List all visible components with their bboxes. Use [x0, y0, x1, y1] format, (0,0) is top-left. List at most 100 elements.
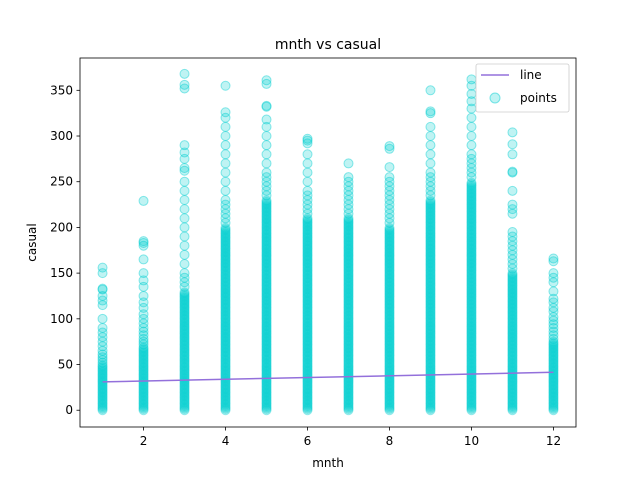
scatter-point — [220, 317, 231, 328]
scatter-point — [466, 361, 477, 372]
scatter-point — [261, 273, 272, 284]
scatter-point — [179, 392, 190, 403]
scatter-point — [220, 254, 231, 265]
scatter-point — [179, 401, 190, 412]
scatter-point — [466, 333, 477, 344]
scatter-point — [302, 383, 313, 394]
scatter-point — [548, 336, 559, 347]
scatter-point — [343, 384, 354, 395]
scatter-point — [384, 336, 395, 347]
scatter-point — [425, 273, 436, 284]
scatter-point — [507, 231, 518, 242]
scatter-point — [507, 199, 518, 210]
scatter-point — [261, 195, 272, 206]
scatter-point — [261, 190, 272, 201]
scatter-point — [302, 366, 313, 377]
scatter-point — [261, 266, 272, 277]
scatter-point — [466, 185, 477, 196]
scatter-point — [179, 368, 190, 379]
scatter-point — [343, 377, 354, 388]
scatter-point — [261, 403, 272, 414]
scatter-point — [179, 354, 190, 365]
scatter-point — [220, 251, 231, 262]
scatter-point — [507, 276, 518, 287]
scatter-point — [343, 255, 354, 266]
scatter-point — [261, 254, 272, 265]
scatter-point — [220, 121, 231, 132]
scatter-point — [179, 309, 190, 320]
scatter-point — [548, 349, 559, 360]
scatter-point — [261, 240, 272, 251]
scatter-point — [343, 342, 354, 353]
scatter-point — [507, 314, 518, 325]
scatter-point — [425, 209, 436, 220]
scatter-point — [466, 292, 477, 303]
scatter-point — [548, 253, 559, 264]
scatter-point — [343, 380, 354, 391]
scatter-point — [507, 139, 518, 150]
scatter-point — [261, 200, 272, 211]
scatter-point — [466, 199, 477, 210]
scatter-point — [466, 213, 477, 224]
scatter-point — [466, 180, 477, 191]
scatter-point — [179, 365, 190, 376]
scatter-point — [179, 298, 190, 309]
scatter-point — [343, 301, 354, 312]
scatter-point — [384, 354, 395, 365]
scatter-point — [261, 357, 272, 368]
scatter-point — [261, 310, 272, 321]
scatter-point — [548, 388, 559, 399]
scatter-point — [507, 361, 518, 372]
scatter-point — [261, 358, 272, 369]
scatter-point — [302, 392, 313, 403]
scatter-point — [220, 322, 231, 333]
scatter-point — [384, 388, 395, 399]
scatter-point — [97, 369, 108, 380]
scatter-point — [425, 388, 436, 399]
scatter-point — [507, 335, 518, 346]
scatter-point — [384, 296, 395, 307]
scatter-point — [507, 392, 518, 403]
scatter-point — [343, 266, 354, 277]
scatter-point — [302, 277, 313, 288]
scatter-point — [220, 167, 231, 178]
scatter-point — [548, 383, 559, 394]
scatter-point — [466, 327, 477, 338]
scatter-point — [466, 294, 477, 305]
scatter-point — [466, 296, 477, 307]
scatter-point — [425, 261, 436, 272]
scatter-point — [384, 246, 395, 257]
scatter-point — [220, 383, 231, 394]
scatter-point — [507, 369, 518, 380]
scatter-point — [302, 250, 313, 261]
scatter-point — [384, 283, 395, 294]
scatter-point — [302, 318, 313, 329]
scatter-point — [261, 247, 272, 258]
scatter-point — [343, 397, 354, 408]
scatter-point — [261, 322, 272, 333]
scatter-point — [548, 357, 559, 368]
scatter-point — [384, 276, 395, 287]
scatter-point — [138, 403, 149, 414]
scatter-point — [425, 387, 436, 398]
scatter-point — [425, 306, 436, 317]
scatter-point — [261, 257, 272, 268]
scatter-point — [138, 361, 149, 372]
scatter-point — [138, 402, 149, 413]
scatter-point — [343, 237, 354, 248]
scatter-point — [548, 340, 559, 351]
scatter-point — [343, 218, 354, 229]
scatter-point — [548, 338, 559, 349]
scatter-point — [384, 362, 395, 373]
scatter-point — [302, 246, 313, 257]
scatter-point — [97, 365, 108, 376]
scatter-point — [220, 228, 231, 239]
scatter-point — [466, 248, 477, 259]
scatter-point — [138, 362, 149, 373]
scatter-point — [507, 285, 518, 296]
scatter-point — [302, 331, 313, 342]
scatter-point — [425, 310, 436, 321]
scatter-point — [466, 231, 477, 242]
scatter-point — [220, 342, 231, 353]
scatter-point — [343, 365, 354, 376]
